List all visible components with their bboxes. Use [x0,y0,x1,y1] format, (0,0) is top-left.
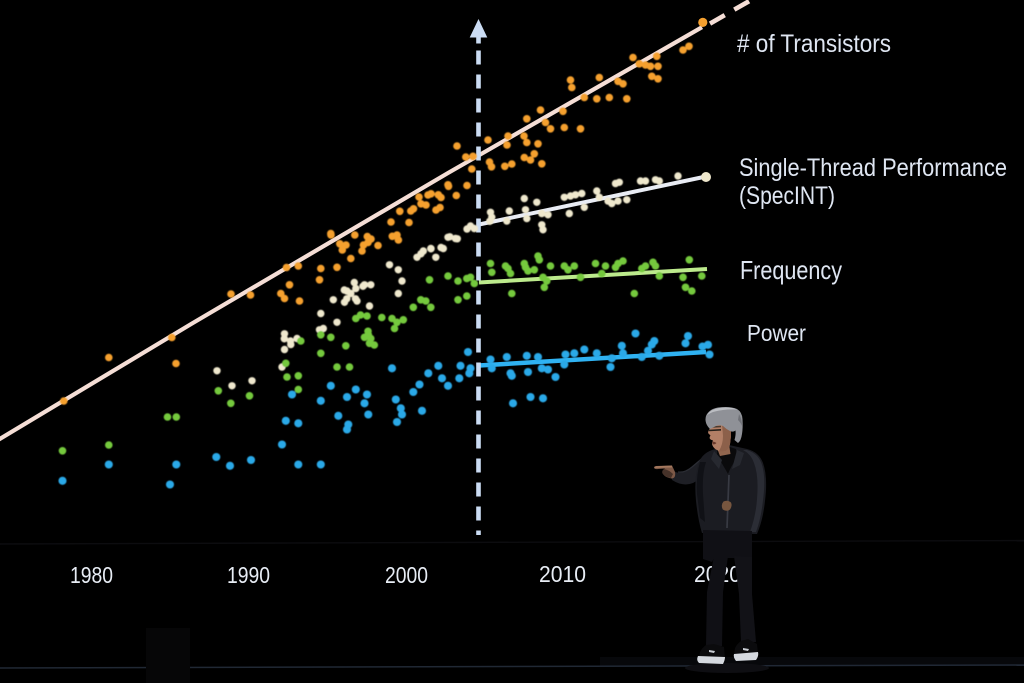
svg-text:Single-Thread Performance: Single-Thread Performance [739,154,1007,182]
svg-text:(SpecINT): (SpecINT) [739,182,835,210]
svg-text:2010: 2010 [539,561,586,587]
svg-text:Power: Power [747,320,806,346]
svg-text:Frequency: Frequency [740,255,842,285]
svg-text:1980: 1980 [70,562,113,588]
svg-text:2000: 2000 [385,562,428,588]
svg-text:# of Transistors: # of Transistors [737,30,891,58]
svg-text:1990: 1990 [227,562,270,588]
